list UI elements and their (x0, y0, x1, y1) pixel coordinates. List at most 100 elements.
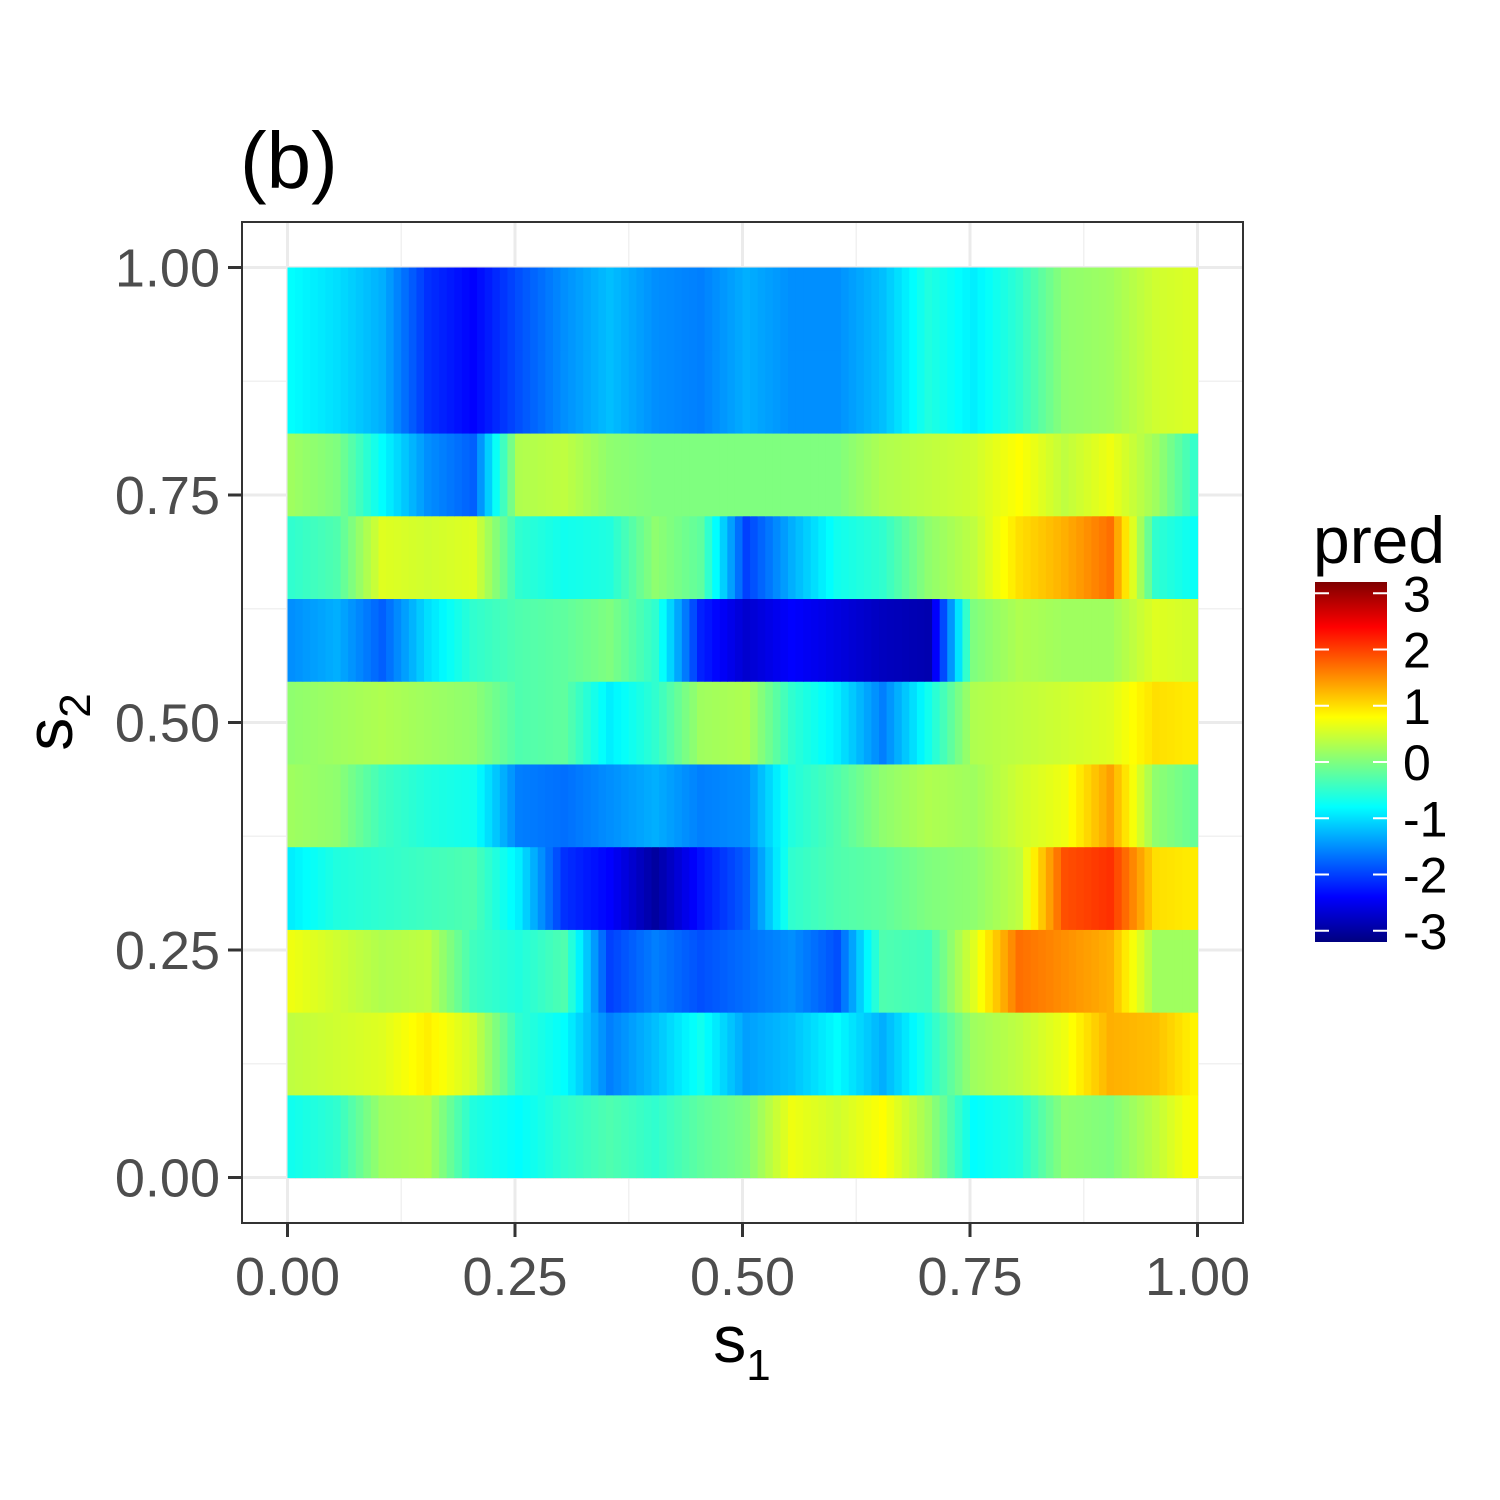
heatmap-cell (1053, 681, 1062, 765)
heatmap-cell (1167, 267, 1176, 351)
heatmap-cell (750, 1012, 759, 1096)
colorbar-label: -1 (1403, 791, 1447, 847)
heatmap-cell (810, 681, 819, 765)
heatmap-cell (985, 763, 994, 848)
heatmap-cell (340, 681, 349, 765)
heatmap-cell (727, 929, 736, 1013)
heatmap-cell (772, 929, 782, 1013)
heatmap-cell (810, 1094, 819, 1179)
heatmap-cell (1000, 681, 1009, 765)
heatmap-cell (408, 267, 418, 351)
heatmap-cell (818, 350, 827, 434)
y-tick-label: 0.25 (115, 921, 220, 981)
heatmap-cell (613, 350, 622, 434)
heatmap-cell (507, 432, 516, 517)
y-tick-label: 0.75 (115, 466, 220, 526)
heatmap-cell (1023, 1094, 1032, 1179)
heatmap-cell (643, 515, 653, 600)
heatmap-cell (461, 350, 471, 434)
heatmap-cell (1045, 432, 1055, 517)
heatmap-cell (674, 598, 683, 682)
heatmap-cell (810, 267, 819, 351)
heatmap-cell (697, 929, 706, 1013)
heatmap-cell (1000, 350, 1009, 434)
heatmap-cell (825, 929, 835, 1013)
heatmap-cell (340, 598, 349, 682)
heatmap-cell (1136, 681, 1146, 765)
heatmap-cell (939, 763, 948, 848)
heatmap-cell (613, 598, 622, 682)
heatmap-cell (537, 267, 546, 351)
heatmap-cell (841, 350, 850, 434)
heatmap-cell (484, 1094, 493, 1179)
heatmap-cell (393, 598, 402, 682)
heatmap-cell (454, 350, 463, 434)
heatmap-cell (659, 267, 668, 351)
heatmap-cell (954, 846, 964, 930)
heatmap-cell (408, 763, 418, 848)
heatmap-cell (712, 1094, 721, 1179)
heatmap-cell (1015, 763, 1024, 848)
heatmap-cell (803, 681, 812, 765)
heatmap-cell (598, 846, 607, 930)
heatmap-cell (962, 681, 971, 765)
heatmap-cell (461, 1012, 471, 1096)
heatmap-cell (651, 1012, 660, 1096)
heatmap-cell (1189, 846, 1199, 930)
heatmap-cell (469, 350, 478, 434)
heatmap-cell (499, 763, 509, 848)
heatmap-cell (348, 681, 357, 765)
heatmap-cell (401, 1012, 410, 1096)
heatmap-cell (530, 846, 539, 930)
heatmap-cell (1167, 929, 1176, 1013)
heatmap-cell (1030, 515, 1039, 600)
heatmap-cell (1023, 350, 1032, 434)
heatmap-cell (954, 515, 964, 600)
heatmap-cell (1023, 846, 1032, 930)
heatmap-cell (1091, 846, 1100, 930)
heatmap-cell (317, 598, 327, 682)
heatmap-cell (370, 763, 380, 848)
heatmap-cell (803, 929, 812, 1013)
heatmap-cell (424, 598, 433, 682)
heatmap-cell (962, 515, 971, 600)
heatmap-cell (424, 1012, 433, 1096)
heatmap-cell (704, 763, 713, 848)
heatmap-cell (439, 598, 448, 682)
heatmap-cell (598, 681, 607, 765)
heatmap-cell (401, 515, 410, 600)
heatmap-cell (772, 267, 782, 351)
heatmap-cell (848, 350, 857, 434)
heatmap-cell (977, 515, 986, 600)
heatmap-cell (856, 929, 865, 1013)
heatmap-cell (439, 350, 448, 434)
heatmap-cell (734, 267, 744, 351)
heatmap-cell (416, 598, 425, 682)
heatmap-cell (841, 515, 850, 600)
heatmap-cell (484, 598, 493, 682)
heatmap-cell (780, 763, 789, 848)
heatmap-cell (992, 1012, 1001, 1096)
heatmap-cell (1068, 432, 1077, 517)
heatmap-cell (871, 598, 880, 682)
heatmap-cell (1174, 515, 1183, 600)
heatmap-cell (939, 598, 948, 682)
heatmap-cell (727, 598, 736, 682)
heatmap-cell (621, 1094, 630, 1179)
heatmap-cell (401, 1094, 410, 1179)
heatmap-cell (552, 846, 562, 930)
heatmap-cell (295, 846, 304, 930)
heatmap-cell (932, 763, 941, 848)
heatmap-cell (985, 1012, 994, 1096)
heatmap-cell (469, 432, 478, 517)
heatmap-cell (871, 763, 880, 848)
heatmap-cell (1045, 350, 1055, 434)
heatmap-cell (492, 267, 501, 351)
heatmap-cell (742, 350, 751, 434)
heatmap-cell (1015, 846, 1024, 930)
heatmap-cell (537, 515, 546, 600)
heatmap-cell (552, 432, 562, 517)
heatmap-cell (924, 763, 933, 848)
heatmap-cell (833, 929, 842, 1013)
heatmap-cell (1083, 1094, 1092, 1179)
